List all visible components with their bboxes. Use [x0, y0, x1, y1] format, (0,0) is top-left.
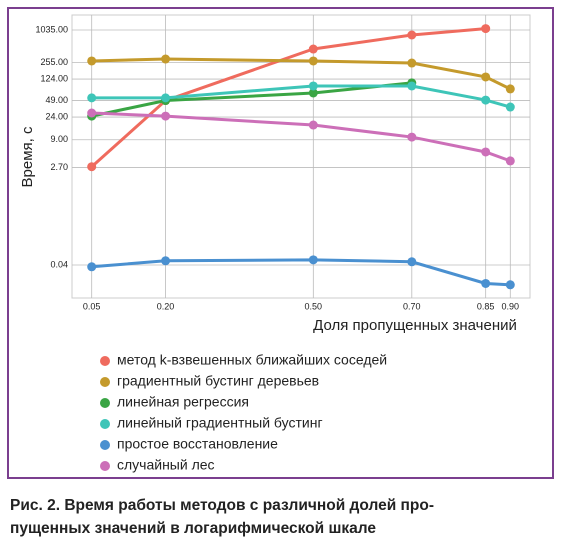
- data-point: [481, 278, 491, 288]
- data-point: [505, 84, 515, 94]
- legend-marker: [100, 356, 110, 366]
- y-tick-label: 255.00: [40, 57, 68, 67]
- x-tick-label: 0.70: [403, 301, 421, 311]
- data-point: [308, 56, 318, 66]
- data-point: [308, 255, 318, 265]
- y-tick-label: 2.70: [50, 162, 68, 172]
- legend-label: градиентный бустинг деревьев: [117, 373, 319, 389]
- data-point: [407, 58, 417, 68]
- data-point: [505, 156, 515, 166]
- y-tick-label: 49.00: [45, 95, 68, 105]
- y-tick-label: 0.04: [50, 259, 68, 269]
- y-tick-label: 124.00: [40, 73, 68, 83]
- x-tick-label: 0.20: [157, 301, 175, 311]
- data-point: [161, 54, 171, 64]
- data-point: [481, 72, 491, 82]
- data-point: [161, 256, 171, 266]
- legend-marker: [100, 419, 110, 429]
- legend-marker: [100, 398, 110, 408]
- data-point: [407, 257, 417, 267]
- x-tick-label: 0.05: [83, 301, 101, 311]
- caption: пущенных значений в логарифмической шкал…: [10, 520, 376, 537]
- data-point: [308, 44, 318, 54]
- legend-marker: [100, 461, 110, 471]
- x-axis-label: Доля пропущенных значений: [313, 317, 517, 334]
- data-point: [407, 132, 417, 142]
- plot-area: [71, 14, 531, 299]
- data-point: [481, 95, 491, 105]
- data-point: [87, 93, 97, 103]
- data-point: [161, 111, 171, 121]
- data-point: [505, 102, 515, 112]
- data-point: [308, 81, 318, 91]
- data-point: [308, 120, 318, 130]
- data-point: [87, 262, 97, 272]
- legend-label: простое восстановление: [117, 436, 278, 452]
- data-point: [407, 81, 417, 91]
- data-point: [308, 88, 318, 98]
- legend-label: линейная регрессия: [117, 394, 249, 410]
- data-point: [481, 147, 491, 157]
- caption: Рис. 2. Время работы методов с различной…: [10, 497, 434, 514]
- x-tick-label: 0.85: [477, 301, 495, 311]
- series-line: [91, 81, 412, 118]
- legend-marker: [100, 377, 110, 387]
- legend-label: случайный лес: [117, 457, 215, 473]
- y-axis-label: Время, с: [19, 126, 36, 187]
- data-point: [87, 56, 97, 66]
- y-tick-label: 24.00: [45, 111, 68, 121]
- data-point: [161, 93, 171, 103]
- data-point: [481, 24, 491, 34]
- y-tick-label: 1035.00: [35, 24, 68, 34]
- frame: [7, 7, 554, 479]
- x-tick-label: 0.50: [305, 301, 323, 311]
- series-line: [91, 57, 511, 91]
- legend-label: метод k-взвешенных ближайших соседей: [117, 352, 387, 368]
- data-point: [87, 162, 97, 172]
- legend-label: линейный градиентный бустинг: [117, 415, 323, 431]
- data-point: [505, 280, 515, 290]
- y-tick-label: 9.00: [50, 134, 68, 144]
- data-point: [87, 108, 97, 118]
- data-point: [407, 30, 417, 40]
- x-tick-label: 0.90: [502, 301, 520, 311]
- legend-marker: [100, 440, 110, 450]
